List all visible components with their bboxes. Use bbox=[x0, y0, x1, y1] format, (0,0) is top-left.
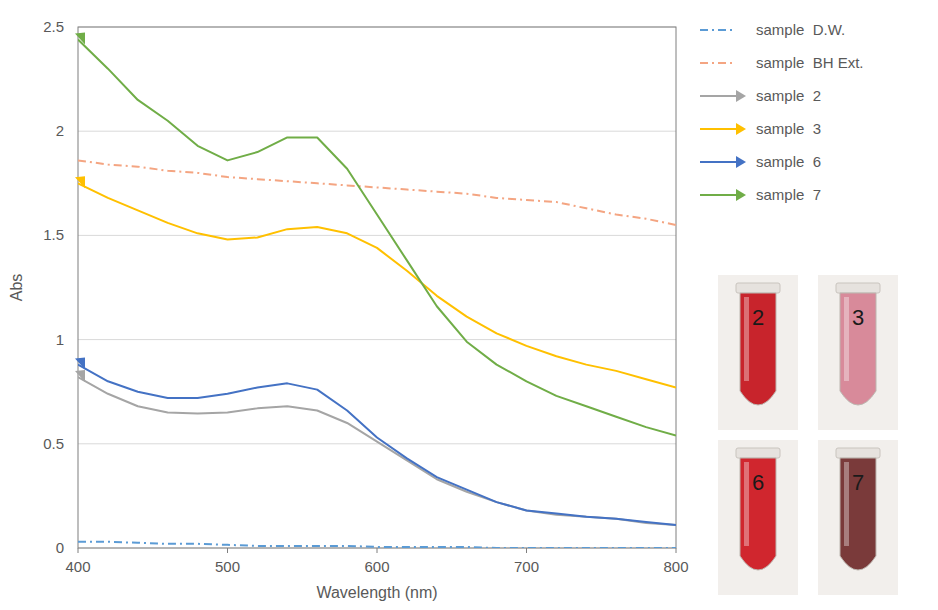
legend-label: sample BH Ext. bbox=[756, 54, 864, 71]
tube-shine bbox=[744, 462, 749, 546]
tube-photos: 2 3 6 7 bbox=[718, 275, 898, 595]
tube-cap bbox=[836, 283, 880, 293]
x-tick-label: 500 bbox=[215, 558, 240, 575]
x-tick bbox=[78, 548, 79, 553]
legend-swatch bbox=[700, 95, 736, 97]
tube-body bbox=[840, 458, 876, 570]
series-marker bbox=[75, 176, 85, 188]
tube-label: 7 bbox=[852, 470, 864, 495]
tube-cap bbox=[736, 448, 780, 458]
legend-marker bbox=[736, 156, 746, 168]
series-line bbox=[78, 40, 676, 436]
tube-label: 6 bbox=[752, 470, 764, 495]
legend-marker bbox=[736, 189, 746, 201]
legend-label: sample 7 bbox=[756, 186, 821, 203]
legend: sample D.W. sample BH Ext. sample 2 sample … bbox=[700, 21, 864, 203]
series-marker bbox=[75, 370, 85, 382]
y-tick-label: 1.5 bbox=[43, 226, 64, 243]
tube-body bbox=[840, 293, 876, 405]
tube-label: 3 bbox=[852, 305, 864, 330]
series-line bbox=[78, 365, 676, 525]
series-marker bbox=[75, 33, 85, 45]
x-tick-label: 800 bbox=[663, 558, 688, 575]
x-tick bbox=[676, 548, 677, 553]
x-axis-title: Wavelength (nm) bbox=[316, 584, 437, 601]
y-tick-label: 0 bbox=[56, 539, 64, 556]
series-line bbox=[78, 542, 676, 548]
chart: 0 0.5 1 1.5 2 2.5 400 500 600 700 800 Wavelength (n… bbox=[0, 0, 938, 610]
y-tick-label: 2 bbox=[56, 122, 64, 139]
x-tick-label: 700 bbox=[514, 558, 539, 575]
series-line bbox=[78, 377, 676, 525]
legend-swatch bbox=[700, 161, 736, 163]
tube-cap bbox=[836, 448, 880, 458]
legend-label: sample 6 bbox=[756, 153, 821, 170]
photo-ground bbox=[818, 440, 898, 595]
legend-label: sample 3 bbox=[756, 120, 821, 137]
photo-ground bbox=[718, 440, 798, 595]
tube-shine bbox=[744, 297, 749, 381]
y-tick-label: 1 bbox=[56, 331, 64, 348]
x-tick-label: 600 bbox=[364, 558, 389, 575]
x-tick-label: 400 bbox=[65, 558, 90, 575]
series-marker bbox=[75, 358, 85, 370]
marker-group bbox=[75, 33, 85, 383]
grid-line bbox=[78, 131, 676, 132]
y-tick-label: 2.5 bbox=[43, 18, 64, 35]
grid-line bbox=[78, 339, 676, 340]
legend-marker bbox=[736, 123, 746, 135]
y-tick-label: 0.5 bbox=[43, 435, 64, 452]
tube-shine bbox=[844, 462, 849, 546]
legend-swatch bbox=[700, 194, 736, 196]
grid-line bbox=[78, 443, 676, 444]
plot-frame bbox=[78, 27, 676, 548]
tube-label: 2 bbox=[752, 305, 764, 330]
x-tick bbox=[526, 548, 527, 553]
photo-ground bbox=[818, 275, 898, 430]
y-axis-title: Abs bbox=[8, 274, 25, 302]
legend-label: sample 2 bbox=[756, 87, 821, 104]
tube-body bbox=[740, 293, 776, 405]
x-tick bbox=[377, 548, 378, 553]
photo-ground bbox=[718, 275, 798, 430]
series-group bbox=[78, 40, 676, 549]
legend-swatch bbox=[700, 128, 736, 130]
tube-shine bbox=[844, 297, 849, 381]
legend-marker bbox=[736, 90, 746, 102]
legend-label: sample D.W. bbox=[756, 21, 845, 38]
tube-body bbox=[740, 458, 776, 570]
x-tick bbox=[227, 548, 228, 553]
tube-cap bbox=[736, 283, 780, 293]
grid-line bbox=[78, 235, 676, 236]
legend-swatch bbox=[700, 29, 736, 31]
legend-swatch bbox=[700, 62, 736, 64]
